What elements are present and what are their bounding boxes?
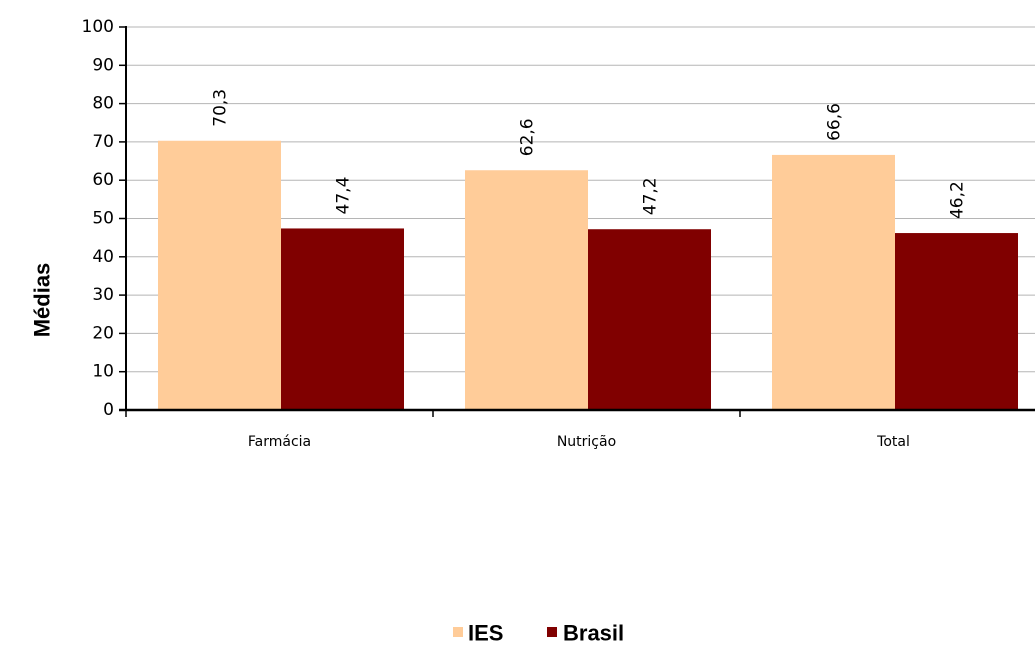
legend-swatch-brasil (547, 627, 557, 637)
x-category-label: Total (876, 434, 910, 450)
y-axis-label: Médias (30, 263, 55, 338)
bars (158, 140, 1018, 410)
y-tick-label: 80 (92, 94, 114, 114)
data-labels: 70,3 47,4 62,6 47,2 66,6 46,2 (211, 89, 968, 219)
y-tick-label: 100 (82, 17, 114, 37)
bar-brasil-1 (281, 228, 404, 410)
data-label: 66,6 (825, 103, 845, 141)
bar-ies-1 (158, 140, 281, 410)
axes (119, 26, 1035, 417)
bar-ies-3 (772, 154, 895, 410)
y-tick-label: 0 (103, 400, 114, 420)
y-tick-labels: 0 10 20 30 40 50 60 70 80 90 100 (82, 17, 114, 420)
data-label: 46,2 (948, 181, 968, 219)
legend-label-ies: IES (468, 621, 503, 646)
x-category-label: Farmácia (248, 434, 311, 450)
y-tick-label: 50 (92, 209, 114, 229)
y-tick-label: 10 (92, 362, 114, 382)
x-category-label: Nutrição (557, 434, 616, 450)
data-label: 47,2 (641, 177, 661, 215)
data-label: 47,4 (334, 177, 354, 215)
bar-ies-2 (465, 170, 588, 410)
y-tick-label: 90 (92, 55, 114, 75)
legend-label-brasil: Brasil (563, 621, 624, 646)
bar-brasil-2 (588, 229, 711, 410)
y-tick-label: 30 (92, 285, 114, 305)
data-label: 62,6 (518, 118, 538, 156)
legend: IES Brasil (453, 621, 624, 646)
x-category-labels: Farmácia Nutrição Total (248, 434, 910, 450)
y-tick-label: 70 (92, 132, 114, 152)
y-tick-label: 20 (92, 323, 114, 343)
bar-brasil-3 (895, 233, 1018, 410)
y-tick-label: 40 (92, 247, 114, 267)
data-label: 70,3 (211, 89, 231, 127)
y-tick-label: 60 (92, 170, 114, 190)
legend-swatch-ies (453, 627, 463, 637)
